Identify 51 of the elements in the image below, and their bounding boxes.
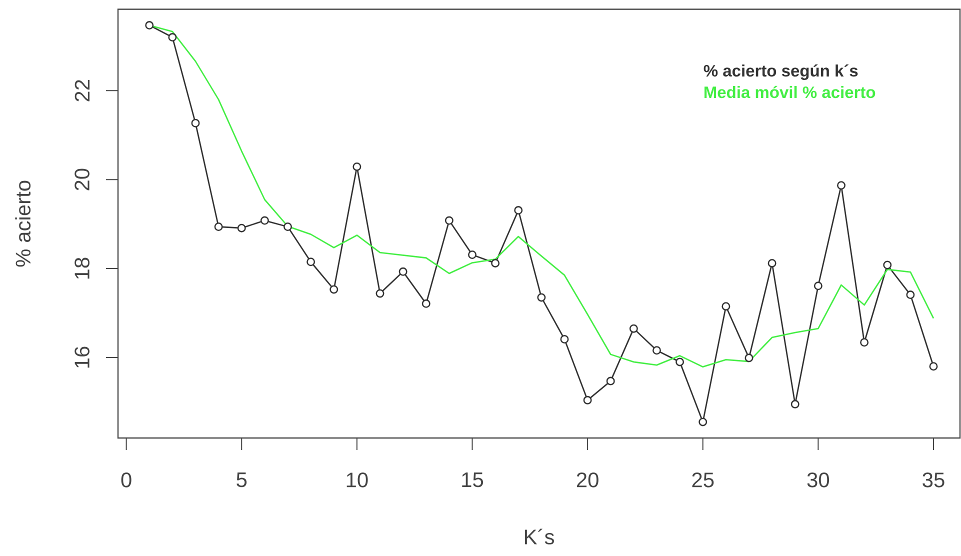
point <box>698 418 708 426</box>
point <box>260 216 269 225</box>
point <box>214 222 223 231</box>
point <box>606 376 615 386</box>
text: % acierto según k´s <box>704 64 858 80</box>
point <box>398 267 408 276</box>
point <box>422 299 430 308</box>
point <box>652 346 661 355</box>
text: Media móvil % acierto <box>704 86 876 98</box>
point <box>468 250 476 260</box>
point <box>676 358 684 366</box>
point <box>768 258 776 268</box>
point <box>744 354 754 362</box>
point <box>284 222 292 231</box>
point <box>514 206 523 215</box>
x-tick-label: 0 <box>121 472 132 488</box>
x-tick-label: 35 <box>922 472 944 488</box>
x-tick-label: 25 <box>692 472 714 488</box>
y-tick-label: 18 <box>74 258 90 279</box>
x-tick-label: 5 <box>236 472 247 488</box>
x-tick-label: 20 <box>576 472 598 488</box>
x-axis-title: K´s <box>524 528 554 544</box>
point <box>237 224 246 232</box>
x-tick-label: 15 <box>462 472 484 488</box>
point <box>145 21 154 30</box>
point <box>906 290 915 300</box>
point <box>790 400 800 408</box>
point <box>929 362 938 371</box>
point <box>537 293 546 302</box>
point <box>883 260 892 270</box>
x-tick-label: 10 <box>346 472 368 488</box>
point <box>860 338 869 347</box>
point <box>629 324 638 333</box>
y-tick-label: 16 <box>74 346 90 368</box>
y-axis-title: % acierto <box>15 180 31 267</box>
point <box>330 285 338 294</box>
point <box>191 118 200 128</box>
point <box>376 289 384 298</box>
point <box>560 335 569 344</box>
point <box>352 162 362 171</box>
x-tick-label: 30 <box>807 472 830 488</box>
point <box>444 216 454 225</box>
point <box>306 258 316 266</box>
y-tick-label: 22 <box>74 80 90 102</box>
point <box>836 181 846 190</box>
point <box>491 258 500 268</box>
point <box>722 302 730 311</box>
y-tick-label: 20 <box>74 168 90 190</box>
point <box>814 282 822 290</box>
point <box>583 396 592 404</box>
point <box>168 33 177 42</box>
